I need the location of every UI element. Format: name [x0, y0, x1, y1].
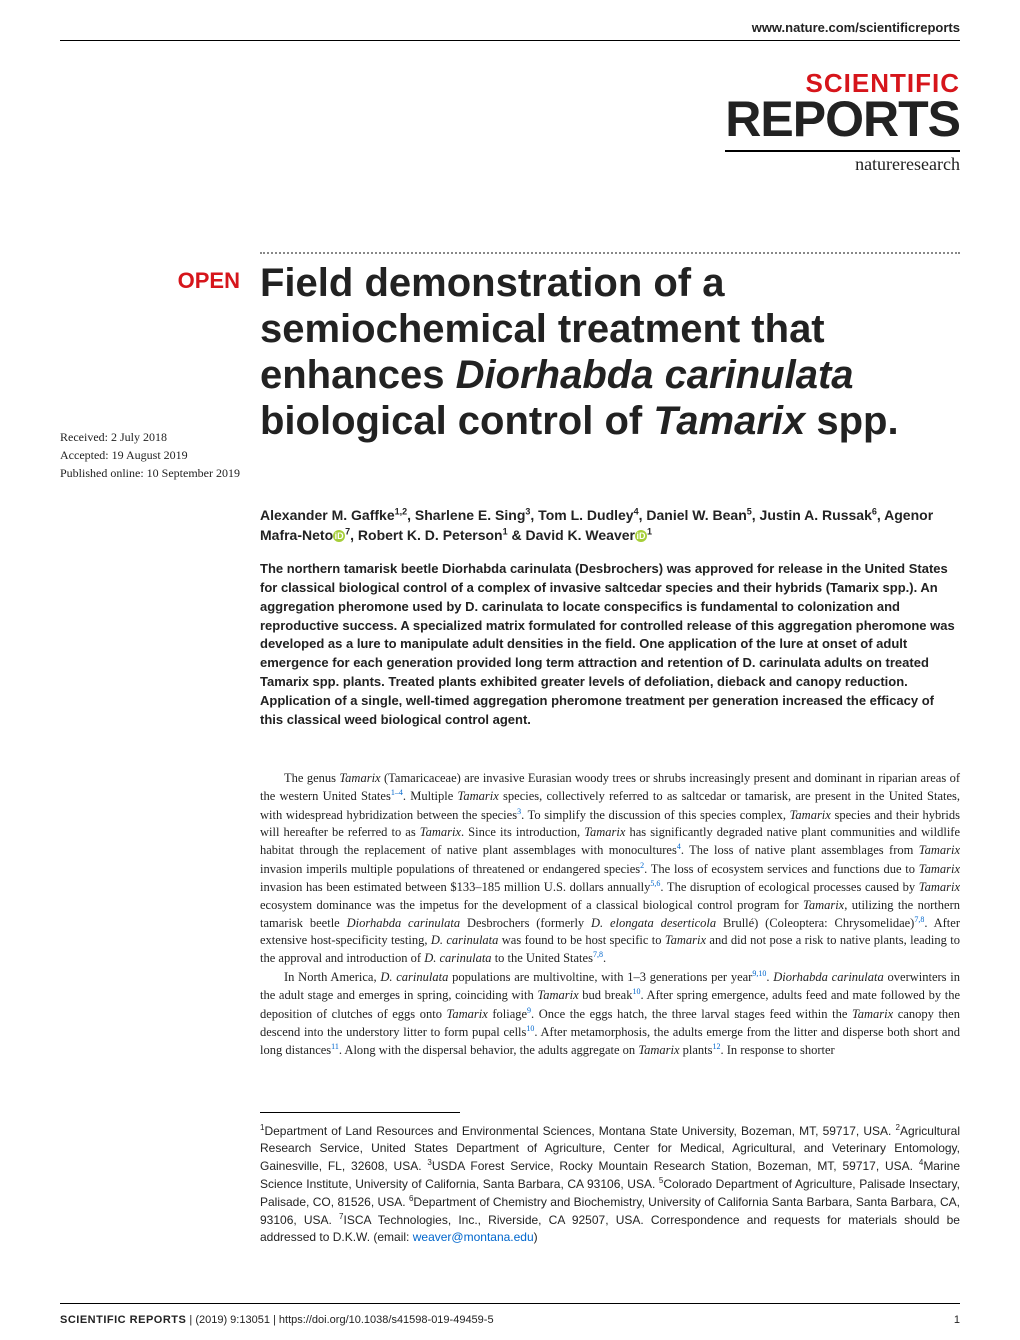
ref-link[interactable]: 7,8 [593, 950, 603, 959]
top-rule [60, 40, 960, 41]
author-1-aff: 1,2 [395, 506, 408, 516]
title-line1: Field demonstration of a [260, 261, 724, 305]
accepted-date: Accepted: 19 August 2019 [60, 446, 240, 464]
published-date: Published online: 10 September 2019 [60, 464, 240, 482]
page-number: 1 [954, 1314, 960, 1326]
site-url: www.nature.com/scientificreports [752, 20, 960, 35]
title-line4c: spp. [805, 399, 898, 443]
paragraph-2: In North America, D. carinulata populati… [260, 968, 960, 1060]
footer-rule [60, 1303, 960, 1304]
logo-rule [725, 150, 960, 152]
ref-link[interactable]: 7,8 [914, 915, 924, 924]
footer-citation: (2019) 9:13051 | https://doi.org/10.1038… [195, 1314, 493, 1326]
body-text: The genus Tamarix (Tamaricaceae) are inv… [260, 770, 960, 1060]
affiliation-rule [260, 1112, 460, 1113]
dotted-rule [260, 252, 960, 254]
author-8-aff: 1 [647, 527, 652, 537]
author-5-aff: 6 [872, 506, 877, 516]
author-8: & David K. Weaver [508, 527, 635, 543]
ref-link[interactable]: 11 [331, 1042, 339, 1051]
open-badge: OPEN [60, 268, 240, 294]
article-title: Field demonstration of a semiochemical t… [260, 260, 960, 444]
ref-link[interactable]: 12 [713, 1042, 721, 1051]
logo-reports: REPORTS [725, 96, 960, 144]
author-4: , Daniel W. Bean [639, 507, 747, 523]
author-7: , Robert K. D. Peterson [350, 527, 502, 543]
received-date: Received: 2 July 2018 [60, 428, 240, 446]
title-line3b: Diorhabda carinulata [456, 353, 854, 397]
footer-journal: SCIENTIFIC REPORTS [60, 1314, 186, 1326]
title-line3a: enhances [260, 353, 456, 397]
title-line2: semiochemical treatment that [260, 307, 825, 351]
ref-link[interactable]: 9,10 [752, 969, 766, 978]
orcid-icon: iD [635, 530, 647, 542]
title-line4b: Tamarix [653, 399, 805, 443]
ref-link[interactable]: 1–4 [391, 788, 403, 797]
author-1: Alexander M. Gaffke [260, 507, 395, 523]
paragraph-1: The genus Tamarix (Tamaricaceae) are inv… [260, 770, 960, 968]
abstract: The northern tamarisk beetle Diorhabda c… [260, 560, 960, 730]
author-3: , Tom L. Dudley [530, 507, 633, 523]
orcid-icon: iD [333, 530, 345, 542]
ref-link[interactable]: 5,6 [650, 879, 660, 888]
journal-logo: SCIENTIFIC REPORTS natureresearch [725, 70, 960, 175]
article-meta: Received: 2 July 2018 Accepted: 19 Augus… [60, 428, 240, 482]
affiliations: 1Department of Land Resources and Enviro… [260, 1122, 960, 1246]
logo-sub: natureresearch [725, 154, 960, 175]
author-list: Alexander M. Gaffke1,2, Sharlene E. Sing… [260, 505, 960, 546]
footer: SCIENTIFIC REPORTS | (2019) 9:13051 | ht… [60, 1314, 960, 1326]
correspondence-email[interactable]: weaver@montana.edu [413, 1230, 534, 1244]
author-2: , Sharlene E. Sing [407, 507, 525, 523]
author-5: , Justin A. Russak [752, 507, 872, 523]
title-line4a: biological control of [260, 399, 653, 443]
